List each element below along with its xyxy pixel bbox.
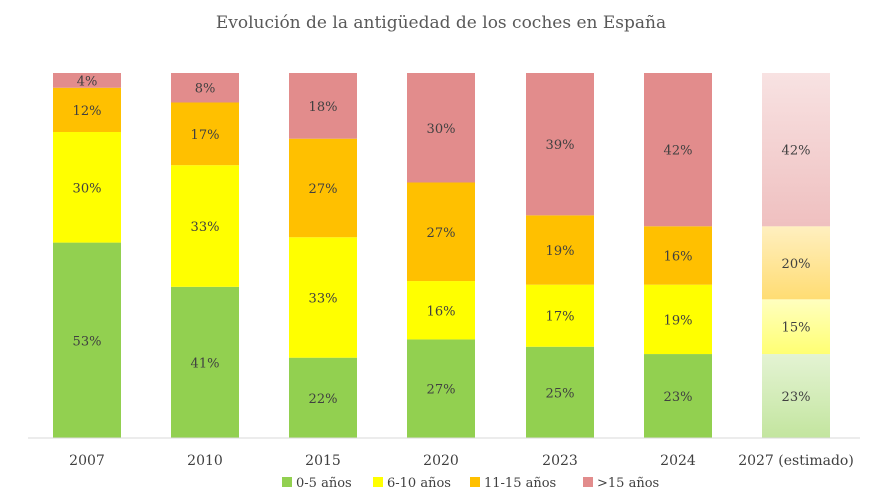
data-label-2020-11-15-a-os: 27%	[427, 226, 456, 241]
bar-2015-0-5-a-os	[289, 357, 357, 438]
bar-2023-6-10-a-os	[526, 284, 594, 347]
x-tick-label-2010: 2010	[187, 453, 223, 469]
bar-2023-0-5-a-os	[526, 346, 594, 438]
legend-label-0-5-a-os: 0-5 años	[296, 476, 352, 491]
x-tick-label-2023: 2023	[542, 453, 578, 469]
data-label-2007-over-15-a-os: 4%	[77, 74, 98, 89]
data-label-2020-over-15-a-os: 30%	[427, 122, 456, 137]
data-label-2010-0-5-a-os: 41%	[191, 356, 220, 371]
x-tick-label-2015: 2015	[305, 453, 341, 469]
x-tick-label-2007: 2007	[69, 453, 105, 469]
legend-label-11-15-a-os: 11-15 años	[484, 476, 556, 491]
bar-2027-estimado-over-15-a-os	[762, 73, 830, 227]
bar-2027-estimado-6-10-a-os	[762, 299, 830, 355]
data-label-2007-6-10-a-os: 30%	[73, 181, 102, 196]
data-label-2027-estimado-11-15-a-os: 20%	[782, 257, 811, 272]
data-label-2023-6-10-a-os: 17%	[546, 310, 575, 325]
bar-2027-estimado-11-15-a-os	[762, 226, 830, 300]
data-label-2010-6-10-a-os: 33%	[191, 220, 220, 235]
bar-2007-over-15-a-os	[53, 73, 121, 88]
bar-2007-0-5-a-os	[53, 242, 121, 438]
bar-2024-6-10-a-os	[644, 284, 712, 355]
legend-swatch-over-15-a-os	[583, 477, 593, 487]
legend-swatch-6-10-a-os	[373, 477, 383, 487]
bar-2020-over-15-a-os	[407, 73, 475, 183]
bar-2015-6-10-a-os	[289, 237, 357, 358]
bar-2020-6-10-a-os	[407, 281, 475, 340]
data-label-2015-0-5-a-os: 22%	[309, 392, 338, 407]
bar-2015-over-15-a-os	[289, 73, 357, 139]
bar-2023-11-15-a-os	[526, 215, 594, 285]
data-label-2023-11-15-a-os: 19%	[546, 244, 575, 259]
data-label-2020-0-5-a-os: 27%	[427, 383, 456, 398]
bar-2010-6-10-a-os	[171, 165, 239, 287]
data-label-2027-estimado-over-15-a-os: 42%	[782, 144, 811, 159]
x-axis-ticks: 2007 2010 2015 2020 2023 2024 2027 (estimado)	[69, 453, 854, 469]
data-label-2010-over-15-a-os: 8%	[195, 82, 216, 97]
bar-2020-0-5-a-os	[407, 339, 475, 438]
data-label-2020-6-10-a-os: 16%	[427, 304, 456, 319]
x-tick-label-2020: 2020	[423, 453, 459, 469]
x-tick-label-2027-estimado: 2027 (estimado)	[738, 453, 854, 469]
bar-2010-11-15-a-os	[171, 102, 239, 166]
data-label-2023-0-5-a-os: 25%	[546, 386, 575, 401]
data-label-2024-over-15-a-os: 42%	[664, 144, 693, 159]
data-label-2027-estimado-6-10-a-os: 15%	[782, 321, 811, 336]
data-label-2015-over-15-a-os: 18%	[309, 100, 338, 115]
bar-2024-11-15-a-os	[644, 226, 712, 285]
data-label-2024-6-10-a-os: 19%	[664, 313, 693, 328]
x-tick-label-2024: 2024	[660, 453, 696, 469]
legend-label-over-15-a-os: >15 años	[597, 476, 659, 491]
data-label-2007-11-15-a-os: 12%	[73, 104, 102, 119]
data-label-2023-over-15-a-os: 39%	[546, 138, 575, 153]
legend: 0-5 años 6-10 años 11-15 años >15 años	[282, 476, 659, 491]
data-label-2010-11-15-a-os: 17%	[191, 128, 220, 143]
bar-2027-estimado-0-5-a-os	[762, 354, 830, 438]
bar-2024-0-5-a-os	[644, 354, 712, 438]
bar-2020-11-15-a-os	[407, 182, 475, 282]
bar-2023-over-15-a-os	[526, 73, 594, 216]
bar-2010-over-15-a-os	[171, 73, 239, 103]
bar-2007-6-10-a-os	[53, 131, 121, 243]
bar-2024-over-15-a-os	[644, 73, 712, 227]
data-label-2024-0-5-a-os: 23%	[664, 390, 693, 405]
data-label-2015-11-15-a-os: 27%	[309, 182, 338, 197]
data-label-2027-estimado-0-5-a-os: 23%	[782, 390, 811, 405]
bar-2010-0-5-a-os	[171, 286, 239, 438]
bar-2015-11-15-a-os	[289, 138, 357, 238]
data-label-2024-11-15-a-os: 16%	[664, 250, 693, 265]
bars: 53% 30% 12% 4% 41% 33% 17% 8% 22% 33% 27% 18% 27% 16%…	[53, 73, 830, 438]
legend-swatch-0-5-a-os	[282, 477, 292, 487]
legend-swatch-11-15-a-os	[470, 477, 480, 487]
bar-2007-11-15-a-os	[53, 87, 121, 132]
chart-title: Evolución de la antigüedad de los coches…	[216, 13, 666, 33]
data-label-2015-6-10-a-os: 33%	[309, 291, 338, 306]
legend-label-6-10-a-os: 6-10 años	[387, 476, 451, 491]
data-label-2007-0-5-a-os: 53%	[73, 334, 102, 349]
